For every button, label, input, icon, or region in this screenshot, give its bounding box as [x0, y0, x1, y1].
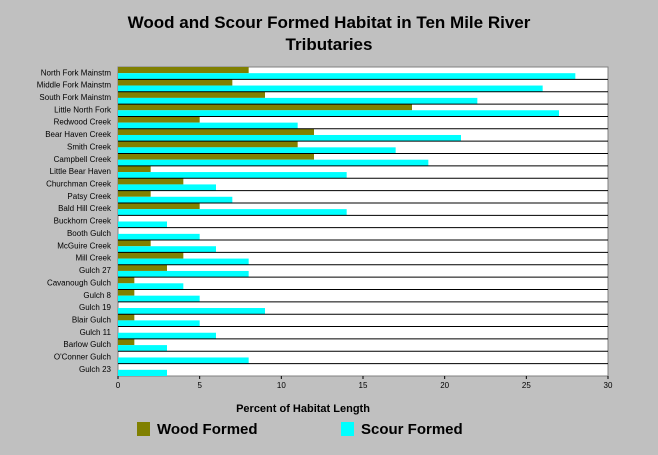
y-tick-label: Campbell Creek [54, 155, 112, 164]
bar [118, 357, 249, 364]
bar [118, 159, 429, 166]
bar [118, 240, 151, 247]
bar [118, 320, 200, 327]
y-tick-label: Bald Hill Creek [58, 204, 112, 213]
x-axis-title: Percent of Habitat Length [236, 403, 370, 415]
y-tick-label: North Fork Mainstm [41, 68, 112, 77]
bar [118, 147, 396, 154]
bar [118, 209, 347, 216]
bar [118, 165, 151, 173]
bar [118, 283, 184, 290]
bar [118, 252, 184, 259]
legend-swatch [341, 422, 354, 436]
x-tick-label: 25 [522, 381, 531, 390]
bar [118, 178, 184, 185]
bar [118, 153, 314, 160]
y-tick-label: McGuire Creek [57, 241, 112, 250]
x-tick-label: 5 [197, 381, 202, 390]
bar [118, 289, 135, 296]
bar [118, 258, 249, 265]
bar [118, 104, 412, 111]
y-tick-label: Mill Creek [75, 254, 112, 263]
bar [118, 67, 249, 74]
bar [118, 338, 135, 346]
bar [118, 345, 167, 352]
y-tick-label: Patsy Creek [67, 192, 112, 201]
bar [118, 196, 233, 203]
y-tick-label: Gulch 8 [83, 291, 111, 300]
y-tick-label: Little North Fork [54, 105, 112, 114]
bar [118, 128, 314, 135]
x-tick-label: 0 [116, 381, 121, 390]
bar [118, 264, 167, 271]
x-tick-label: 10 [277, 381, 286, 390]
bar [118, 246, 216, 253]
bar [118, 332, 216, 339]
bar [118, 85, 543, 92]
y-tick-label: Blair Gulch [72, 315, 111, 324]
chart-title: Wood and Scour Formed Habitat in Ten Mil… [127, 13, 531, 54]
y-tick-label: Smith Creek [67, 142, 112, 151]
y-tick-label: Barlow Gulch [63, 340, 111, 349]
x-tick-label: 15 [359, 381, 368, 390]
bar [118, 202, 200, 210]
bar [118, 184, 216, 191]
bar [118, 270, 249, 278]
bar [118, 172, 347, 179]
bar [118, 110, 559, 117]
y-tick-label: Gulch 23 [79, 365, 112, 374]
y-tick-label: Redwood Creek [54, 118, 112, 127]
legend-label: Wood Formed [157, 421, 258, 438]
y-tick-label: Churchman Creek [46, 180, 112, 189]
bar [118, 369, 167, 376]
y-tick-label: Bear Haven Creek [45, 130, 112, 139]
bar [118, 122, 298, 129]
bar [118, 116, 200, 123]
y-tick-label: Buckhorn Creek [54, 217, 112, 226]
x-tick-label: 20 [440, 381, 449, 390]
bar [118, 79, 233, 86]
bar [118, 308, 265, 315]
y-tick-label: O'Conner Gulch [54, 353, 111, 362]
plot-area [117, 66, 609, 377]
y-tick-label: Middle Fork Mainstm [37, 81, 112, 90]
bar [118, 141, 298, 148]
y-tick-label: Little Bear Haven [50, 167, 111, 176]
bar [118, 314, 135, 321]
y-tick-label: Gulch 19 [79, 303, 112, 312]
y-tick-label: South Fork Mainstm [39, 93, 111, 102]
legend-label: Scour Formed [361, 421, 463, 438]
y-tick-label: Booth Gulch [67, 229, 111, 238]
bar [118, 221, 167, 228]
bar [118, 190, 151, 197]
y-tick-label: Gulch 11 [80, 328, 112, 337]
x-tick-label: 30 [604, 381, 613, 390]
bar [118, 97, 478, 105]
bar [118, 134, 461, 142]
bar [118, 295, 200, 302]
bar [118, 233, 200, 241]
bar [118, 277, 135, 284]
y-tick-label: Cavanough Gulch [47, 278, 111, 287]
bar [118, 73, 576, 80]
y-tick-label: Gulch 27 [79, 266, 112, 275]
bar [118, 91, 265, 98]
legend-swatch [137, 422, 150, 436]
